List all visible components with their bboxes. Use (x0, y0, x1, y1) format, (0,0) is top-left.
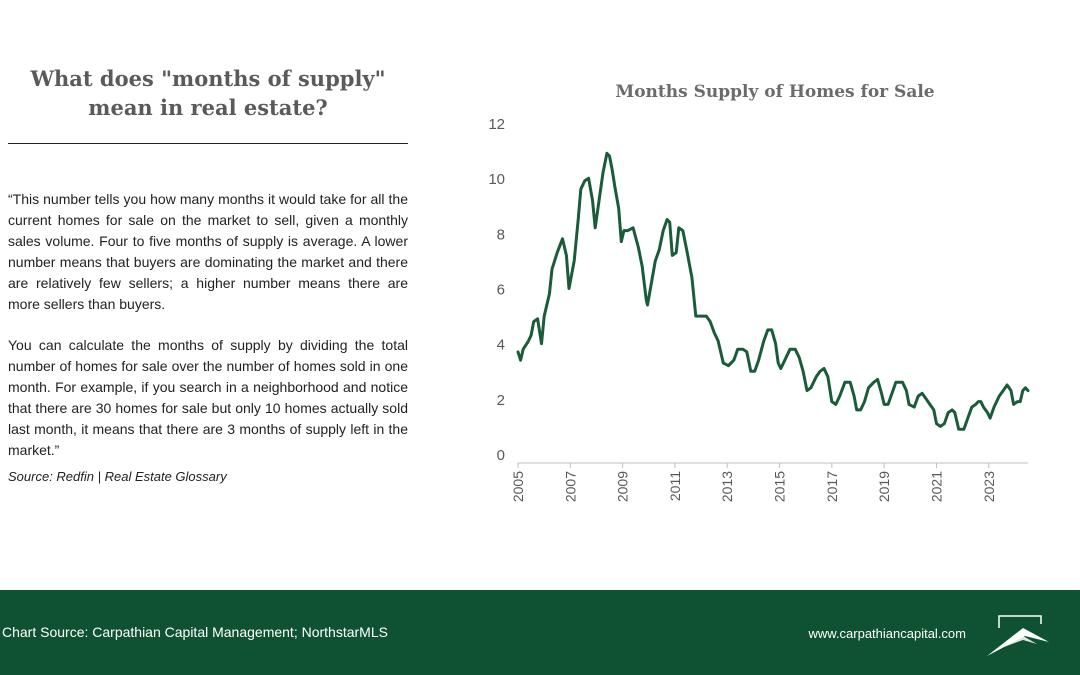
y-tick-label: 4 (497, 337, 505, 354)
y-tick-label: 10 (488, 171, 505, 188)
x-tick-label: 2017 (824, 471, 840, 502)
explanation-paragraph-2: You can calculate the months of supply b… (8, 337, 408, 458)
x-tick-label: 2023 (981, 471, 997, 502)
y-tick-label: 6 (497, 282, 505, 299)
x-tick-label: 2005 (510, 471, 526, 502)
website-link[interactable]: www.carpathiancapital.com (808, 626, 966, 641)
mountain-logo-icon (987, 615, 1049, 656)
x-tick-label: 2015 (772, 471, 788, 502)
y-tick-label: 12 (488, 116, 505, 133)
left-heading-line1: What does "months of supply" (30, 66, 386, 91)
left-heading: What does "months of supply" mean in rea… (8, 64, 408, 122)
heading-divider (8, 143, 408, 144)
x-tick-label: 2007 (562, 471, 578, 502)
y-tick-label: 0 (497, 447, 505, 464)
x-tick-label: 2021 (928, 471, 944, 502)
left-heading-line2: mean in real estate? (88, 95, 328, 120)
chart-title: Months Supply of Homes for Sale (615, 82, 935, 102)
x-tick-label: 2013 (719, 471, 735, 502)
footer: Chart Source: Carpathian Capital Managem… (0, 590, 1080, 675)
y-tick-label: 8 (497, 226, 505, 243)
line-chart: 0 2 4 6 8 10 12 2005 2007 2009 2011 2013 2015 2017 201… (488, 116, 1030, 502)
x-tick-label: 2019 (876, 471, 892, 502)
x-tick-label: 2011 (667, 471, 683, 501)
months-supply-series-line (516, 151, 1030, 431)
quote-source: Source: Redfin | Real Estate Glossary (8, 469, 227, 484)
footer-chart-source: Chart Source: Carpathian Capital Managem… (2, 624, 388, 640)
y-tick-label: 2 (497, 392, 505, 409)
explanation-paragraph-1: “This number tells you how many months i… (8, 191, 408, 312)
x-tick-label: 2009 (615, 471, 631, 502)
